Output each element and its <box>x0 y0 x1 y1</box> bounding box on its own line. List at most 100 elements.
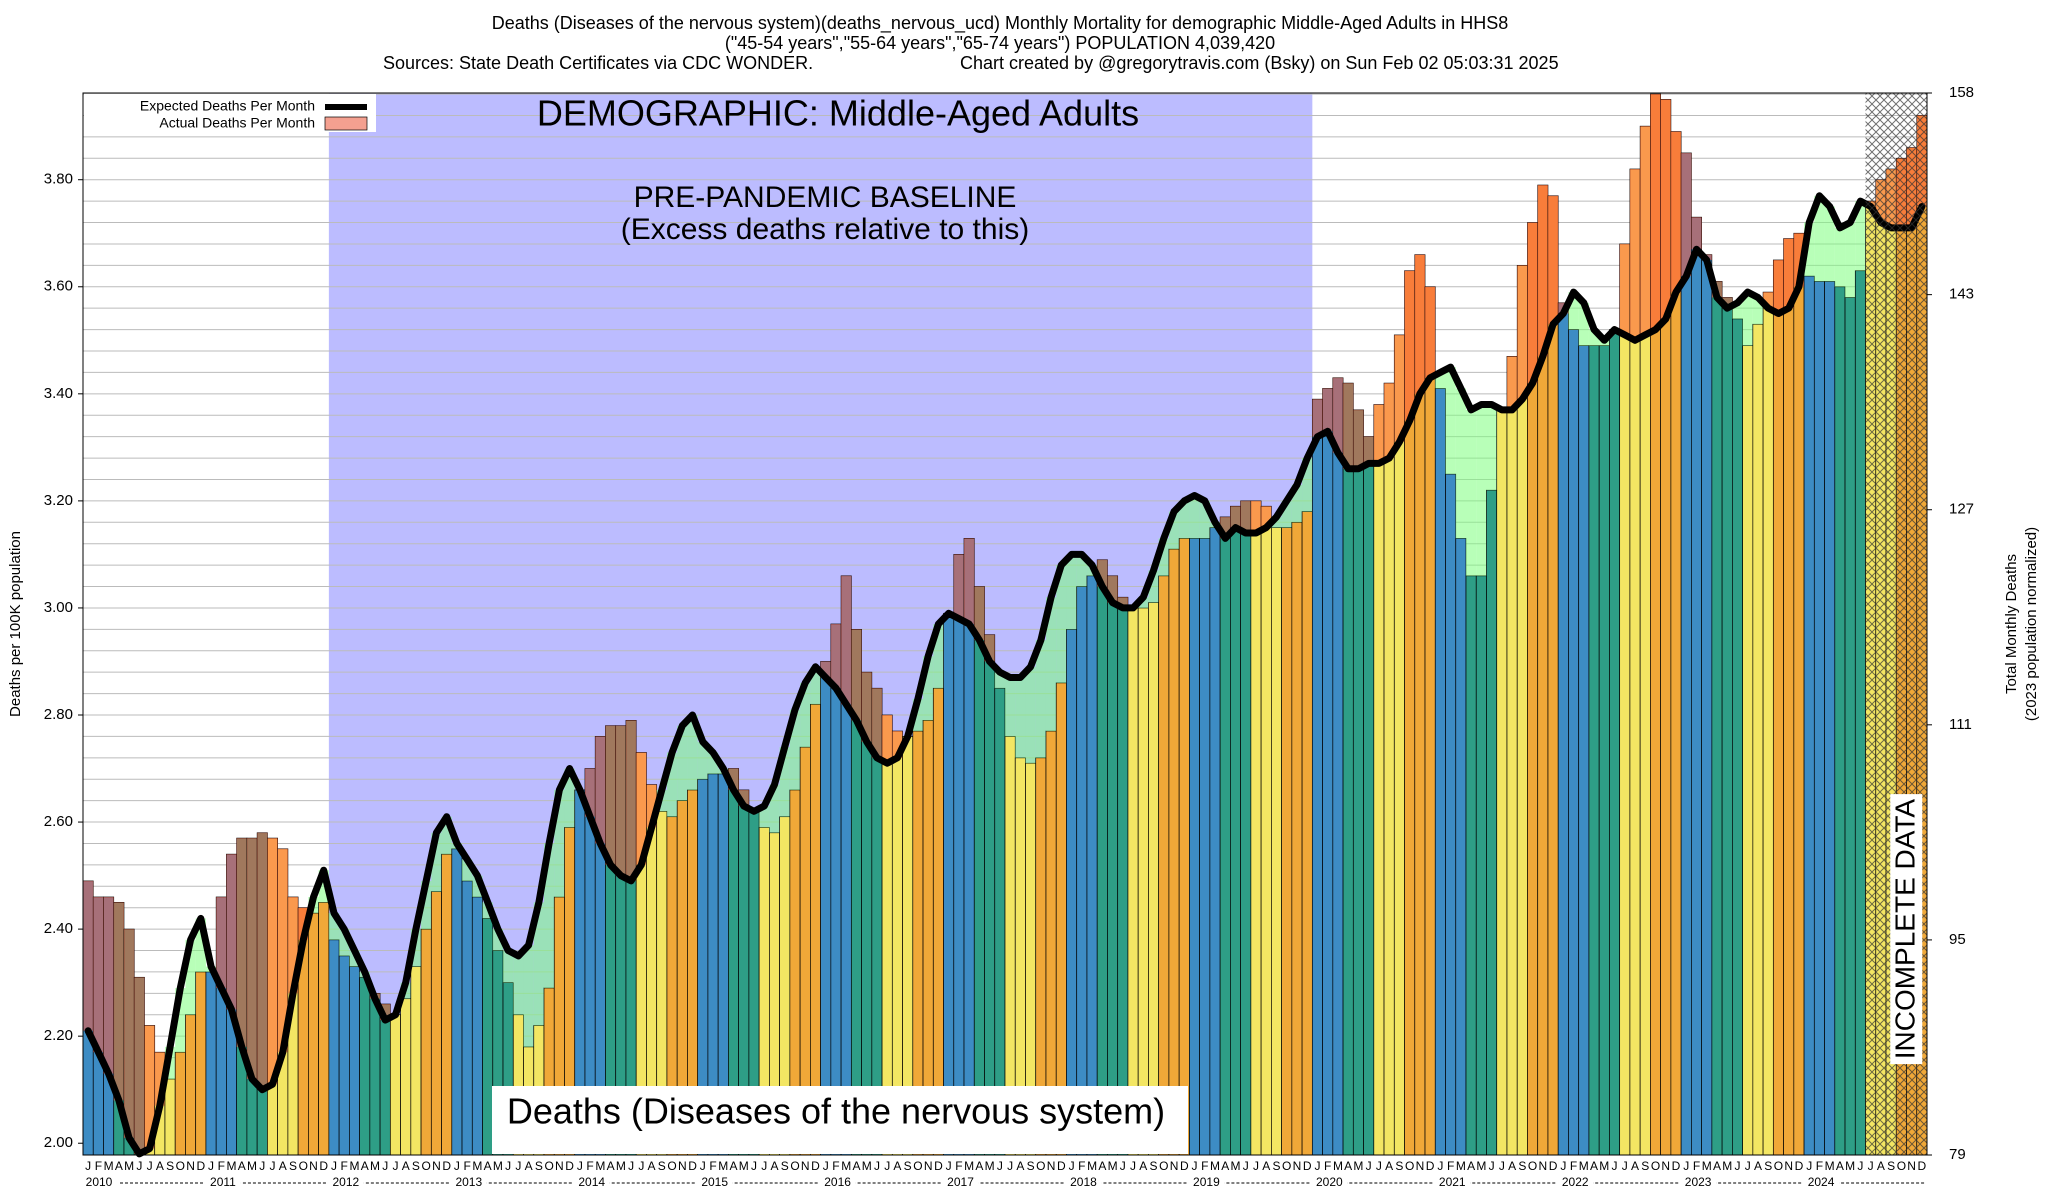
bar <box>205 971 217 1156</box>
month-label: A <box>1754 1159 1762 1173</box>
month-label: M <box>616 1159 626 1173</box>
excess-shade <box>1763 292 1774 309</box>
month-label: F <box>218 1159 225 1173</box>
y2-tick-label: 95 <box>1949 931 1966 948</box>
excess-shade <box>851 629 862 721</box>
bar <box>984 634 996 1156</box>
bar <box>1066 629 1078 1156</box>
bar <box>1230 505 1241 1156</box>
deficit-shade <box>923 656 934 721</box>
y-tick-label: 2.60 <box>44 813 73 830</box>
bar <box>308 912 319 1156</box>
excess-shade <box>1373 404 1385 464</box>
month-label: J <box>505 1159 511 1173</box>
excess-shade <box>728 768 739 790</box>
y-tick-label: 3.40 <box>44 385 73 402</box>
month-label: J <box>1857 1159 1863 1173</box>
month-label: J <box>1622 1159 1628 1173</box>
month-label: N <box>1293 1159 1302 1173</box>
month-label: D <box>1426 1159 1435 1173</box>
deficit-shade <box>564 768 575 828</box>
year-box <box>1065 1176 1102 1190</box>
deficit-shade <box>462 859 473 881</box>
excess-shade <box>267 838 278 1085</box>
month-label: M <box>1722 1159 1732 1173</box>
excess-shade <box>984 634 995 662</box>
excess-shade <box>93 896 104 1053</box>
month-label: A <box>852 1159 860 1173</box>
month-label: J <box>331 1159 337 1173</box>
month-label: M <box>862 1159 872 1173</box>
deficit-shade <box>1486 404 1497 491</box>
month-label: A <box>1836 1159 1844 1173</box>
month-label: M <box>1825 1159 1835 1173</box>
bar <box>1475 575 1487 1156</box>
bar <box>1486 489 1498 1156</box>
month-label: F <box>1447 1159 1454 1173</box>
year-box <box>1803 1176 1840 1190</box>
bar <box>1383 382 1395 1156</box>
excess-shade <box>123 929 135 1138</box>
deficit-shade <box>707 752 719 774</box>
excess-shade <box>1660 99 1671 319</box>
month-label: S <box>1518 1159 1526 1173</box>
bar <box>973 586 985 1156</box>
month-label: O <box>913 1159 922 1173</box>
month-label: N <box>1416 1159 1425 1173</box>
month-label: M <box>739 1159 749 1173</box>
month-label: F <box>832 1159 839 1173</box>
y2-tick-label: 79 <box>1949 1146 1966 1163</box>
excess-shade <box>1240 500 1251 534</box>
month-label: A <box>1467 1159 1475 1173</box>
month-label: J <box>823 1159 829 1173</box>
month-label: M <box>472 1159 482 1173</box>
bar <box>1721 297 1733 1156</box>
excess-shade <box>1322 388 1333 432</box>
deficit-shade <box>1189 495 1200 539</box>
incomplete-text: INCOMPLETE DATA <box>1890 799 1921 1060</box>
deficit-shade <box>1588 329 1600 346</box>
deficit-shade <box>1752 297 1764 325</box>
bar <box>1158 575 1170 1156</box>
month-label: M <box>841 1159 851 1173</box>
month-label: M <box>227 1159 237 1173</box>
month-label: S <box>1887 1159 1895 1173</box>
month-label: A <box>525 1159 533 1173</box>
bar <box>1352 409 1364 1156</box>
month-label: J <box>1243 1159 1249 1173</box>
deficit-shade <box>421 880 432 930</box>
baseline-label: PRE-PANDEMIC BASELINE <box>634 181 1017 214</box>
bar <box>820 661 832 1156</box>
month-label: J <box>1499 1159 1505 1173</box>
deficit-shade <box>492 929 504 951</box>
bar <box>1219 516 1231 1156</box>
excess-shade <box>738 789 749 806</box>
excess-shade <box>892 731 903 758</box>
cause-label: Deaths (Diseases of the nervous system) <box>507 1091 1165 1132</box>
month-label: A <box>1098 1159 1106 1173</box>
month-label: N <box>432 1159 441 1173</box>
month-label: O <box>1528 1159 1537 1173</box>
deficit-shade <box>533 902 544 1026</box>
year-label: 2012 <box>333 1175 360 1189</box>
legend-swatch <box>324 116 368 131</box>
excess-shade <box>134 977 145 1154</box>
deficit-shade <box>1076 554 1087 587</box>
excess-shade <box>1343 383 1354 469</box>
excess-shade <box>1793 233 1805 287</box>
month-label: F <box>586 1159 593 1173</box>
deficit-shade <box>779 747 790 817</box>
deficit-shade <box>933 624 944 689</box>
bar <box>932 687 944 1156</box>
month-label: M <box>370 1159 380 1173</box>
deficit-shade <box>1138 597 1149 608</box>
bar <box>1322 388 1334 1156</box>
excess-shade <box>1650 94 1661 330</box>
bar <box>349 966 360 1156</box>
month-label: A <box>975 1159 983 1173</box>
bar <box>1691 216 1702 1156</box>
excess-shade <box>584 768 596 817</box>
year-label: 2020 <box>1316 1175 1343 1189</box>
year-label: 2019 <box>1193 1175 1220 1189</box>
excess-shade <box>226 854 237 1010</box>
